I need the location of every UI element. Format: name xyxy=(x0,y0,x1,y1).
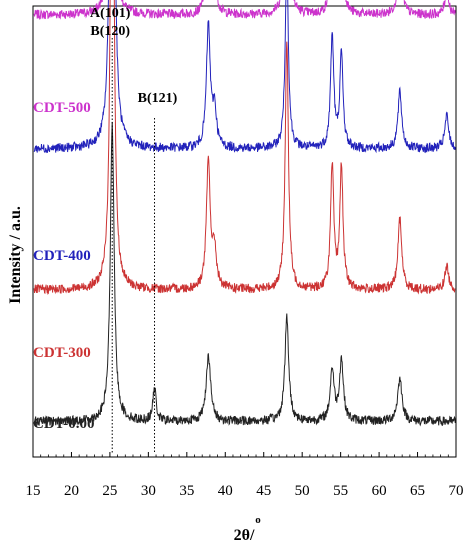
x-tick-label: 40 xyxy=(218,483,233,499)
x-axis-ticks: 15 20 25 30 35 40 45 50 55 60 65 70 xyxy=(26,452,464,499)
reflection-label: B(121) xyxy=(138,91,178,106)
series-line-cdt-0-00 xyxy=(33,121,456,427)
y-axis-label: Intensity / a.u. xyxy=(7,206,24,304)
x-tick-label: 35 xyxy=(179,483,194,499)
reflection-label: A(101) xyxy=(90,6,131,21)
x-tick-label: 25 xyxy=(102,483,117,499)
x-axis-label: 2θ/ xyxy=(234,527,255,544)
x-tick-label: 55 xyxy=(333,483,348,499)
x-tick-label: 30 xyxy=(141,483,156,499)
series-label: CDT-0.00 xyxy=(33,416,95,432)
x-tick-label: 15 xyxy=(26,483,41,499)
plot-frame xyxy=(32,5,457,458)
series-line-cdt-500 xyxy=(33,0,456,21)
reflection-label: B(120) xyxy=(90,24,130,39)
x-tick-label: 20 xyxy=(64,483,79,499)
series-label: CDT-300 xyxy=(33,345,91,361)
series-line-cdt-300 xyxy=(33,0,456,295)
series-line-cdt-400 xyxy=(33,0,456,154)
series-label: CDT-500 xyxy=(33,100,91,116)
x-tick-label: 70 xyxy=(449,483,464,499)
x-tick-label: 50 xyxy=(295,483,310,499)
x-axis-label-superscript: o xyxy=(255,514,261,526)
x-tick-label: 65 xyxy=(410,483,425,499)
series-layer: CDT-500 CDT-400 CDT-300 CDT-0.00 xyxy=(33,0,456,432)
x-tick-label: 45 xyxy=(256,483,271,499)
x-tick-label: 60 xyxy=(372,483,387,499)
plot-border xyxy=(32,5,457,458)
annotation-layer: A(101) B(120) B(121) xyxy=(90,6,178,454)
series-label: CDT-400 xyxy=(33,248,91,264)
